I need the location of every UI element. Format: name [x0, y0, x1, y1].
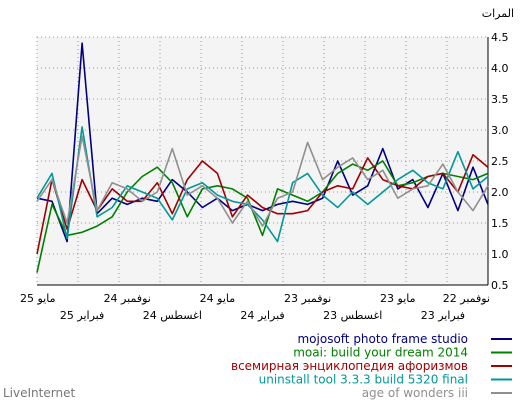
- series-line: [36, 135, 489, 227]
- brand-label: LiveInternet: [3, 386, 76, 400]
- series-line: [36, 126, 489, 243]
- x-tick-labels: مايو 25 نوفمبر 24 مايو 24 نوفمبر 23 مايو 23 ن…: [20, 292, 490, 322]
- y-tick-label: 2.5: [491, 155, 509, 168]
- plot-area: [37, 37, 488, 285]
- legend-label: всемирная энциклопедия афоризмов: [231, 359, 468, 373]
- legend-label: uninstall tool 3.3.3 build 5320 final: [259, 373, 468, 387]
- y-tick-labels: 4.5 4.0 3.5 3.0 2.5 2.0 1.5 1.0 0.5: [491, 31, 509, 292]
- legend-label: mojosoft photo frame studio: [297, 332, 468, 346]
- y-tick-label: 3.5: [491, 93, 509, 106]
- x-tick-label: مايو 24: [200, 292, 236, 305]
- y-tick-label: 1.5: [491, 217, 509, 230]
- y-tick-label: 4.0: [491, 62, 509, 75]
- x-tick-label: مايو 23: [380, 292, 416, 305]
- x-tick-label: فبراير 25: [60, 309, 104, 322]
- x-tick-label: مايو 25: [20, 292, 56, 305]
- x-tick-label: اغسطس 24: [143, 309, 202, 322]
- y-tick-label: 1.0: [491, 248, 509, 261]
- series-line: [36, 42, 489, 243]
- x-tick-label: فبراير 23: [421, 309, 465, 322]
- x-tick-label: نوفمبر 24: [104, 292, 151, 305]
- legend-label: age of wonders iii: [362, 386, 468, 400]
- y-axis-label: المرات: [482, 7, 514, 20]
- x-tick-label: نوفمبر 22: [443, 292, 490, 305]
- x-tick-label: نوفمبر 23: [284, 292, 331, 305]
- y-tick-label: 4.5: [491, 31, 509, 44]
- x-tick-label: اغسطس 23: [323, 309, 382, 322]
- axes: [37, 37, 489, 286]
- series-lines: [36, 42, 489, 273]
- y-tick-label: 3.0: [491, 124, 509, 137]
- y-tick-label: 2.0: [491, 186, 509, 199]
- y-tick-label: 0.5: [491, 279, 509, 292]
- x-tick-label: فبراير 24: [240, 309, 284, 322]
- series-line: [36, 160, 489, 273]
- legend-label: moai: build your dream 2014: [293, 346, 468, 360]
